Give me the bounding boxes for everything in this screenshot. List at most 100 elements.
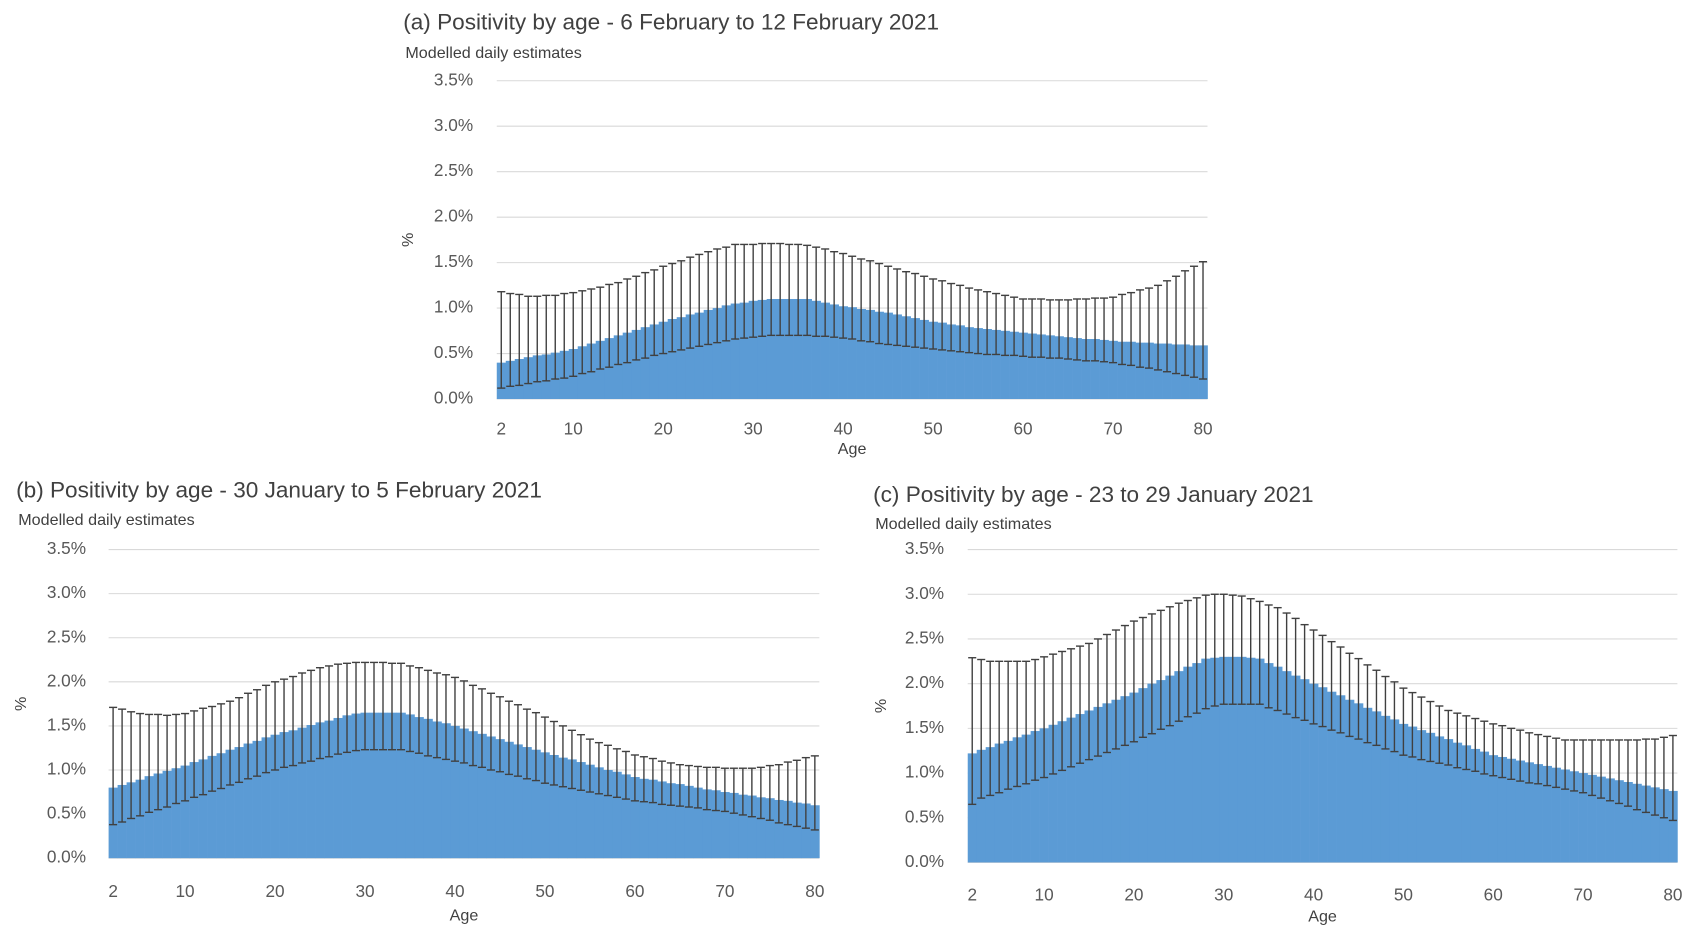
y-tick-label: 2.0%: [47, 670, 86, 690]
bar: [1237, 656, 1247, 863]
bar: [1560, 769, 1570, 863]
bar: [369, 712, 379, 859]
bar: [820, 302, 830, 400]
bar: [1659, 789, 1669, 863]
bar: [1354, 703, 1364, 863]
y-tick-label: 2.0%: [434, 206, 473, 226]
x-tick-label: 80: [1193, 419, 1212, 439]
bar: [1018, 332, 1028, 400]
bar: [721, 305, 732, 400]
bar: [522, 747, 532, 859]
chart-panel: (b) Positivity by age - 30 January to 5 …: [12, 477, 825, 924]
bar: [243, 743, 253, 859]
bar: [1057, 721, 1067, 863]
bar: [640, 327, 651, 400]
x-tick-label: 50: [924, 419, 943, 439]
x-tick-label: 80: [1663, 884, 1682, 904]
bar: [892, 314, 902, 400]
y-tick-label: 0.0%: [434, 388, 473, 408]
chart-title: (b) Positivity by age - 30 January to 5 …: [16, 477, 542, 502]
bar: [207, 755, 217, 859]
bar: [1228, 656, 1238, 863]
bar: [1054, 336, 1064, 400]
bar: [1345, 699, 1355, 863]
x-tick-label: 30: [744, 419, 763, 439]
x-tick-label: 20: [1124, 884, 1143, 904]
bar: [1081, 339, 1091, 400]
bar: [1045, 335, 1055, 400]
bar: [874, 311, 884, 400]
bar: [1063, 337, 1073, 400]
bar: [360, 712, 370, 859]
bar: [558, 757, 568, 859]
bar: [1614, 780, 1624, 863]
bar: [1030, 731, 1040, 863]
bar: [783, 800, 793, 859]
y-tick-label: 3.0%: [434, 115, 473, 135]
bar: [1099, 339, 1109, 400]
y-tick-label: 2.0%: [905, 672, 944, 692]
bar: [1533, 764, 1543, 863]
bar: [1183, 666, 1193, 863]
bar: [801, 803, 811, 859]
bar: [657, 781, 667, 859]
bar: [973, 328, 983, 400]
bar: [1497, 756, 1508, 863]
bar: [414, 717, 424, 859]
bar: [1443, 739, 1454, 863]
bar: [1084, 710, 1094, 863]
x-axis-label: Age: [838, 440, 867, 458]
bar: [730, 303, 741, 400]
bar: [991, 329, 1001, 400]
bar: [540, 752, 550, 859]
bar: [342, 715, 352, 859]
bar: [1461, 745, 1472, 863]
bar: [261, 737, 271, 859]
bar: [1336, 695, 1346, 863]
bar: [1596, 776, 1606, 863]
bar: [153, 773, 163, 859]
bar: [865, 309, 875, 400]
y-axis-label: %: [399, 233, 417, 247]
bar: [504, 741, 514, 859]
x-axis-label: Age: [1308, 908, 1337, 926]
bar: [432, 721, 442, 859]
bar: [135, 779, 145, 859]
y-tick-label: 3.5%: [434, 69, 473, 89]
bar: [994, 743, 1004, 863]
bar: [603, 769, 613, 859]
y-tick-label: 0.5%: [434, 342, 473, 362]
x-tick-label: 50: [535, 881, 554, 901]
bar: [1120, 696, 1130, 863]
bar: [1551, 767, 1561, 863]
bar: [1371, 711, 1382, 863]
y-tick-label: 1.5%: [434, 251, 473, 271]
bar: [765, 798, 775, 859]
bar: [1578, 773, 1588, 863]
bar: [1138, 688, 1148, 863]
bar: [1362, 707, 1373, 863]
y-tick-label: 3.0%: [47, 582, 86, 602]
y-tick-label: 3.5%: [47, 538, 86, 558]
bar: [315, 722, 325, 859]
bar: [1434, 736, 1445, 863]
bar: [459, 728, 469, 859]
x-tick-label: 20: [265, 881, 284, 901]
bar: [1135, 342, 1145, 400]
x-tick-label: 70: [715, 881, 734, 901]
x-tick-label: 60: [1484, 884, 1503, 904]
bar: [1282, 671, 1292, 863]
bar: [333, 717, 343, 859]
bar: [549, 754, 559, 859]
bar: [766, 298, 776, 400]
bar: [1291, 675, 1301, 863]
bar: [126, 782, 136, 859]
bar: [694, 312, 705, 400]
bar: [1027, 333, 1037, 400]
y-axis-label: %: [872, 699, 890, 713]
bar: [711, 790, 721, 859]
bar: [279, 732, 289, 859]
bar: [234, 747, 244, 859]
bar: [919, 319, 929, 400]
bar: [630, 777, 640, 859]
